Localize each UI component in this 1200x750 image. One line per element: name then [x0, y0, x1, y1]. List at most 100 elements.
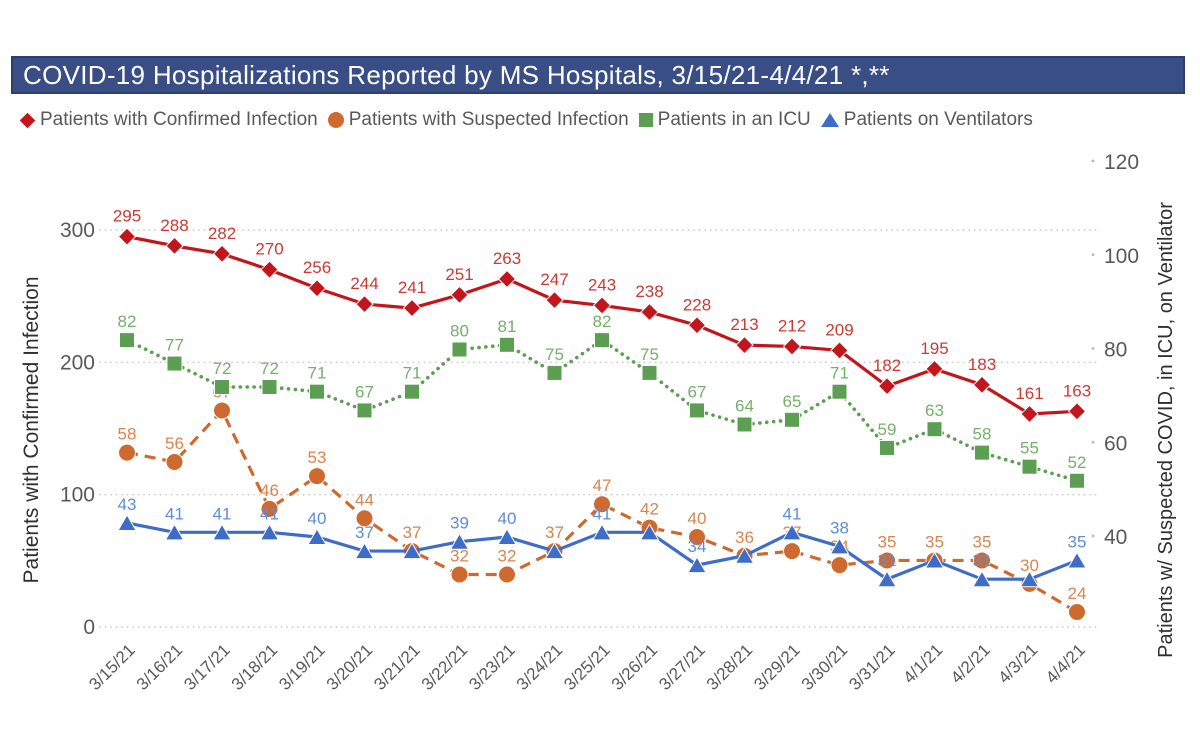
marker-icu [641, 364, 658, 381]
x-axis-label: 3/19/21 [275, 640, 329, 694]
marker-confirmed [450, 285, 469, 305]
data-label-suspected: 30 [1020, 556, 1039, 575]
marker-confirmed [640, 302, 659, 322]
legend-label: Patients on Ventilators [843, 109, 1033, 130]
marker-suspected [498, 565, 516, 584]
data-label-suspected: 44 [355, 490, 374, 509]
data-label-ventilators: 43 [118, 495, 137, 514]
data-label-suspected: 35 [878, 532, 897, 551]
marker-ventilators [212, 523, 232, 541]
data-label-confirmed: 209 [825, 320, 853, 339]
data-label-icu: 72 [260, 359, 279, 378]
data-label-confirmed: 228 [683, 295, 711, 314]
marker-confirmed [1067, 402, 1087, 421]
marker-confirmed [402, 298, 422, 318]
marker-icu [1021, 458, 1038, 475]
marker-ventilators [307, 528, 327, 545]
data-label-ventilators: 31 [878, 551, 897, 570]
data-label-confirmed: 163 [1063, 381, 1091, 400]
marker-ventilators [639, 523, 660, 541]
data-label-confirmed: 270 [255, 240, 283, 259]
marker-icu [214, 379, 230, 395]
marker-icu [736, 416, 753, 433]
data-label-icu: 77 [165, 336, 184, 355]
data-label-suspected: 36 [735, 528, 754, 547]
x-axis-label: 3/20/21 [323, 640, 377, 694]
data-label-icu: 71 [830, 364, 849, 383]
legend-item-ventilators: Patients on Ventilators [820, 109, 1033, 131]
data-label-icu: 82 [593, 312, 612, 331]
data-label-suspected: 53 [308, 448, 327, 467]
marker-ventilators [1067, 551, 1087, 569]
marker-ventilators [544, 542, 565, 560]
data-label-icu: 65 [783, 392, 802, 411]
marker-ventilators [402, 542, 422, 560]
left-axis-title: Patients with Confirmed Infection [20, 277, 43, 584]
legend-item-confirmed: Patients with Confirmed Infection [19, 109, 318, 131]
data-label-ventilators: 34 [688, 537, 707, 556]
data-label-suspected: 37 [545, 523, 564, 542]
x-axis-label: 3/21/21 [370, 640, 424, 694]
x-axis-label: 3/18/21 [228, 640, 282, 694]
marker-icu [356, 402, 373, 419]
y-axis-left-tick-label: 100 [60, 484, 95, 507]
data-label-icu: 55 [1020, 439, 1039, 458]
data-label-icu: 52 [1068, 453, 1087, 472]
data-label-icu: 82 [118, 312, 137, 331]
data-label-icu: 80 [450, 322, 469, 341]
marker-suspected [878, 551, 896, 570]
marker-icu [451, 341, 468, 358]
data-label-icu: 71 [308, 364, 327, 383]
data-label-ventilators: 41 [165, 504, 184, 523]
marker-ventilators [449, 532, 470, 550]
x-axis-label: 3/29/21 [750, 640, 804, 694]
x-axis-label: 3/17/21 [180, 640, 234, 694]
x-axis-label: 3/26/21 [608, 640, 662, 694]
y-axis-right-tick-label: 120 [1104, 151, 1139, 174]
marker-suspected [1068, 603, 1086, 621]
marker-confirmed [545, 290, 564, 310]
data-label-confirmed: 243 [588, 275, 616, 294]
marker-ventilators [687, 556, 707, 574]
data-label-icu: 71 [403, 364, 422, 383]
legend-item-suspected: Patients with Suspected Infection [327, 109, 629, 131]
marker-confirmed [687, 316, 707, 335]
marker-icu [499, 336, 515, 353]
y-axis-left-tick-label: 200 [60, 351, 95, 374]
marker-icu [879, 439, 895, 456]
data-label-confirmed: 244 [350, 274, 378, 293]
marker-ventilators [497, 528, 517, 545]
data-label-suspected: 24 [1068, 584, 1087, 603]
x-axis-label: 3/31/21 [845, 640, 899, 694]
data-label-confirmed: 251 [445, 265, 473, 284]
y-axis-left-tick-label: 0 [83, 616, 95, 639]
circle-marker-icon [327, 112, 344, 128]
data-label-ventilators: 40 [308, 509, 327, 528]
chart-title: COVID-19 Hospitalizations Reported by MS… [23, 59, 890, 90]
marker-confirmed [830, 341, 849, 360]
marker-icu [831, 383, 848, 400]
legend-label: Patients with Confirmed Infection [40, 109, 318, 130]
marker-confirmed [972, 375, 992, 395]
marker-ventilators [259, 523, 280, 541]
x-axis-label: 4/3/21 [994, 640, 1041, 687]
marker-ventilators [734, 546, 755, 564]
legend-label: Patients with Suspected Infection [348, 109, 629, 130]
data-label-suspected: 32 [498, 547, 517, 566]
data-label-confirmed: 183 [968, 355, 996, 374]
marker-icu [309, 383, 325, 400]
marker-suspected [593, 495, 611, 514]
marker-icu [784, 411, 800, 428]
data-label-suspected: 42 [640, 500, 659, 519]
marker-confirmed [925, 359, 944, 379]
data-label-confirmed: 282 [208, 224, 236, 243]
data-label-confirmed: 256 [303, 258, 331, 277]
data-label-ventilators: 37 [355, 523, 374, 542]
data-label-ventilators: 41 [260, 504, 279, 523]
marker-ventilators [782, 523, 802, 541]
marker-suspected [450, 565, 469, 584]
data-label-confirmed: 241 [398, 278, 426, 297]
data-label-ventilators: 41 [593, 504, 612, 523]
marker-confirmed [165, 236, 184, 256]
marker-icu [594, 332, 610, 349]
